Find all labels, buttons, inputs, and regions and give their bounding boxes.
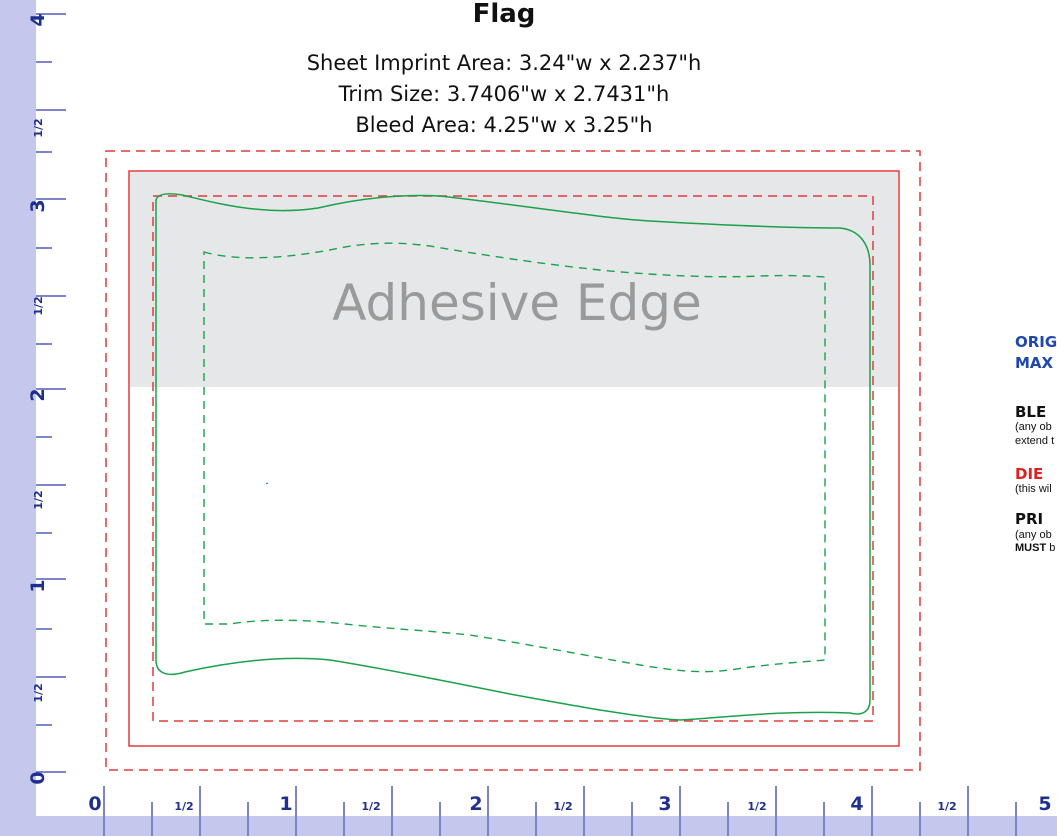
imprint-area-spec: Sheet Imprint Area: 3.24"w x 2.237"h: [307, 51, 702, 75]
v-ruler-num-4: 4: [27, 13, 49, 26]
horizontal-ruler-bar: [0, 816, 1057, 836]
safe-area-line: [152, 195, 874, 722]
vertical-ruler-ticks: [36, 13, 66, 773]
trim-line: [128, 170, 900, 747]
legend-die-note: (this wil: [1015, 483, 1052, 495]
vertical-ruler: 4 1/2 3 1/2 2 1/2 1 1/2 0: [0, 0, 66, 836]
h-ruler-half: 1/2: [174, 800, 193, 813]
h-ruler-num-0: 0: [88, 793, 101, 815]
h-ruler-num-4: 4: [850, 793, 863, 815]
legend-bleed-head: BLE: [1015, 403, 1046, 421]
horizontal-ruler: 0 1/2 1 1/2 2 1/2 3 1/2 4 1/2 5: [0, 786, 1057, 836]
legend-bleed-note2: extend t: [1015, 435, 1054, 447]
legend-title-line2: MAX: [1015, 354, 1054, 372]
h-ruler-half: 1/2: [361, 800, 380, 813]
v-ruler-half: 1/2: [32, 683, 45, 702]
legend-bleed-note1: (any ob: [1015, 421, 1052, 433]
adhesive-edge-label: Adhesive Edge: [332, 274, 702, 332]
v-ruler-half: 1/2: [32, 118, 45, 137]
legend-print-note1: (any ob: [1015, 529, 1052, 541]
legend-print-note2-rest: b: [1046, 542, 1055, 554]
h-ruler-half: 1/2: [553, 800, 572, 813]
legend-title-line1: ORIG: [1015, 333, 1057, 351]
v-ruler-num-2: 2: [27, 388, 49, 401]
h-ruler-num-5: 5: [1038, 793, 1051, 815]
v-ruler-half: 1/2: [32, 296, 45, 315]
bleed-area-spec: Bleed Area: 4.25"w x 3.25"h: [355, 113, 652, 137]
h-ruler-num-2: 2: [469, 793, 482, 815]
h-ruler-half: 1/2: [937, 800, 956, 813]
v-ruler-num-1: 1: [27, 579, 49, 592]
trim-size-spec: Trim Size: 3.7406"w x 2.7431"h: [338, 82, 670, 106]
h-ruler-num-3: 3: [658, 793, 671, 815]
legend-die-head: DIE: [1015, 465, 1043, 483]
bleed-line: [105, 150, 921, 771]
legend-print-must: MUST: [1015, 542, 1046, 554]
adhesive-edge-band: [130, 172, 898, 387]
horizontal-ruler-ticks: [103, 786, 1017, 836]
legend-print-head: PRI: [1015, 510, 1043, 528]
h-ruler-half: 1/2: [747, 800, 766, 813]
die-line: [155, 193, 871, 721]
vertical-ruler-bar: [0, 0, 36, 836]
v-ruler-num-0: 0: [27, 771, 49, 784]
v-ruler-num-3: 3: [27, 199, 49, 212]
legend: ORIG MAX BLE (any ob extend t DIE (this …: [1015, 333, 1057, 554]
h-ruler-num-1: 1: [279, 793, 292, 815]
page-title: Flag: [473, 0, 536, 29]
v-ruler-half: 1/2: [32, 490, 45, 509]
legend-print-note2: MUST b: [1015, 542, 1055, 554]
small-mark: [265, 482, 269, 485]
